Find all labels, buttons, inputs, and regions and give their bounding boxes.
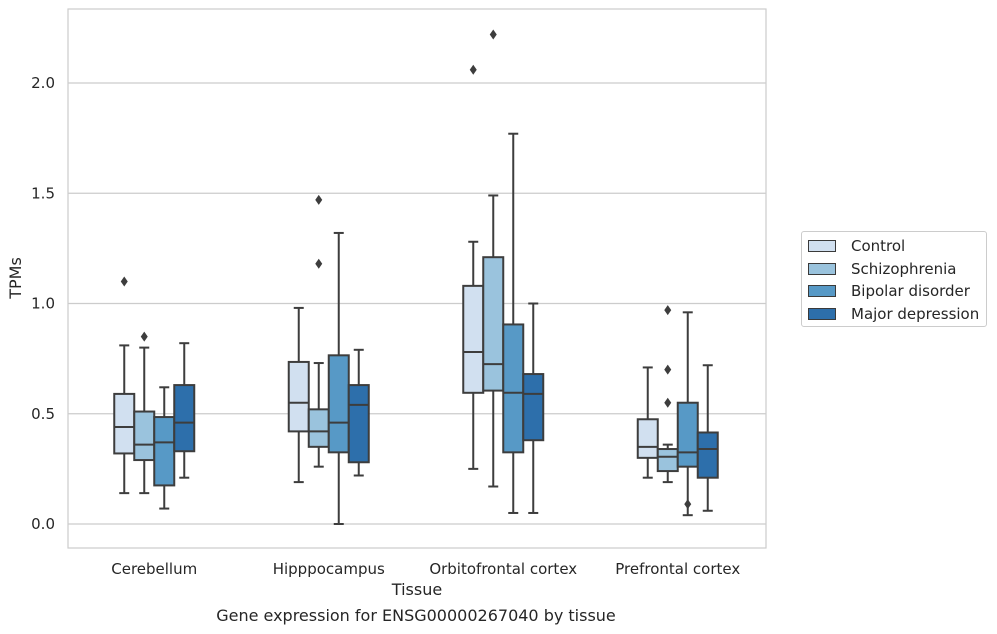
box-iqr xyxy=(462,284,485,394)
legend-label: Schizophrenia xyxy=(851,259,957,278)
x-tick-label: Hipppocampus xyxy=(273,560,385,578)
box-iqr xyxy=(696,431,719,479)
box-major-depression xyxy=(696,364,719,512)
box-iqr xyxy=(636,418,659,459)
box-schizophrenia xyxy=(482,29,505,488)
legend-swatch xyxy=(808,262,836,275)
box-iqr xyxy=(307,408,330,448)
box-schizophrenia xyxy=(656,305,679,484)
box-series xyxy=(113,29,719,525)
box-major-depression xyxy=(173,342,196,479)
y-tick-label: 2.0 xyxy=(31,74,55,92)
box-control xyxy=(287,306,310,484)
box-iqr xyxy=(676,401,699,468)
outlier-point xyxy=(120,276,128,287)
legend-item: Major depression xyxy=(808,303,986,326)
legend-label: Major depression xyxy=(851,304,980,323)
outlier-point xyxy=(664,397,672,408)
box-bipolar-disorder xyxy=(327,231,350,525)
outlier-point xyxy=(469,64,477,75)
figure-caption: Gene expression for ENSG00000267040 by t… xyxy=(216,606,616,625)
x-tick-label: Orbitofrontal cortex xyxy=(429,560,577,578)
legend-item: Control xyxy=(808,235,986,258)
legend-swatch xyxy=(808,307,836,320)
x-tick-label: Cerebellum xyxy=(111,560,197,578)
y-tick-label: 0.0 xyxy=(31,515,55,533)
box-schizophrenia xyxy=(307,194,330,468)
box-iqr xyxy=(327,354,350,454)
box-iqr xyxy=(347,384,370,464)
outlier-point xyxy=(315,258,323,269)
y-tick-labels: 0.0 0.5 1.0 1.5 2.0 xyxy=(31,74,55,533)
box-schizophrenia xyxy=(133,331,156,495)
legend-label: Bipolar disorder xyxy=(851,282,970,301)
y-tick-label: 1.0 xyxy=(31,295,55,313)
y-tick-label: 1.5 xyxy=(31,184,55,202)
box-iqr xyxy=(482,256,505,392)
outlier-point xyxy=(664,364,672,375)
box-iqr xyxy=(173,384,196,453)
box-iqr xyxy=(502,323,525,454)
box-major-depression xyxy=(522,302,545,514)
box-iqr xyxy=(522,373,545,442)
box-control xyxy=(636,366,659,479)
x-axis-label: Tissue xyxy=(391,580,442,599)
outlier-point xyxy=(684,499,692,510)
box-iqr xyxy=(113,392,136,455)
y-tick-label: 0.5 xyxy=(31,405,55,423)
legend-item: Bipolar disorder xyxy=(808,280,986,303)
x-tick-label: Prefrontal cortex xyxy=(615,560,740,578)
box-iqr xyxy=(287,360,310,433)
box-iqr xyxy=(153,416,176,487)
legend-label: Control xyxy=(851,237,906,256)
box-major-depression xyxy=(347,348,370,477)
outlier-point xyxy=(140,331,148,342)
box-iqr xyxy=(656,448,679,473)
legend: Control Schizophrenia Bipolar disorder Majo… xyxy=(801,231,987,327)
x-tick-labels: Cerebellum Hipppocampus Orbitofrontal cort… xyxy=(111,560,740,578)
outlier-point xyxy=(315,194,323,205)
box-iqr xyxy=(133,410,156,462)
legend-swatch xyxy=(808,285,836,298)
legend-item: Schizophrenia xyxy=(808,258,986,281)
outlier-point xyxy=(664,305,672,316)
y-axis-label: TPMs xyxy=(6,257,25,300)
legend-swatch xyxy=(808,240,836,253)
outlier-point xyxy=(489,29,497,40)
